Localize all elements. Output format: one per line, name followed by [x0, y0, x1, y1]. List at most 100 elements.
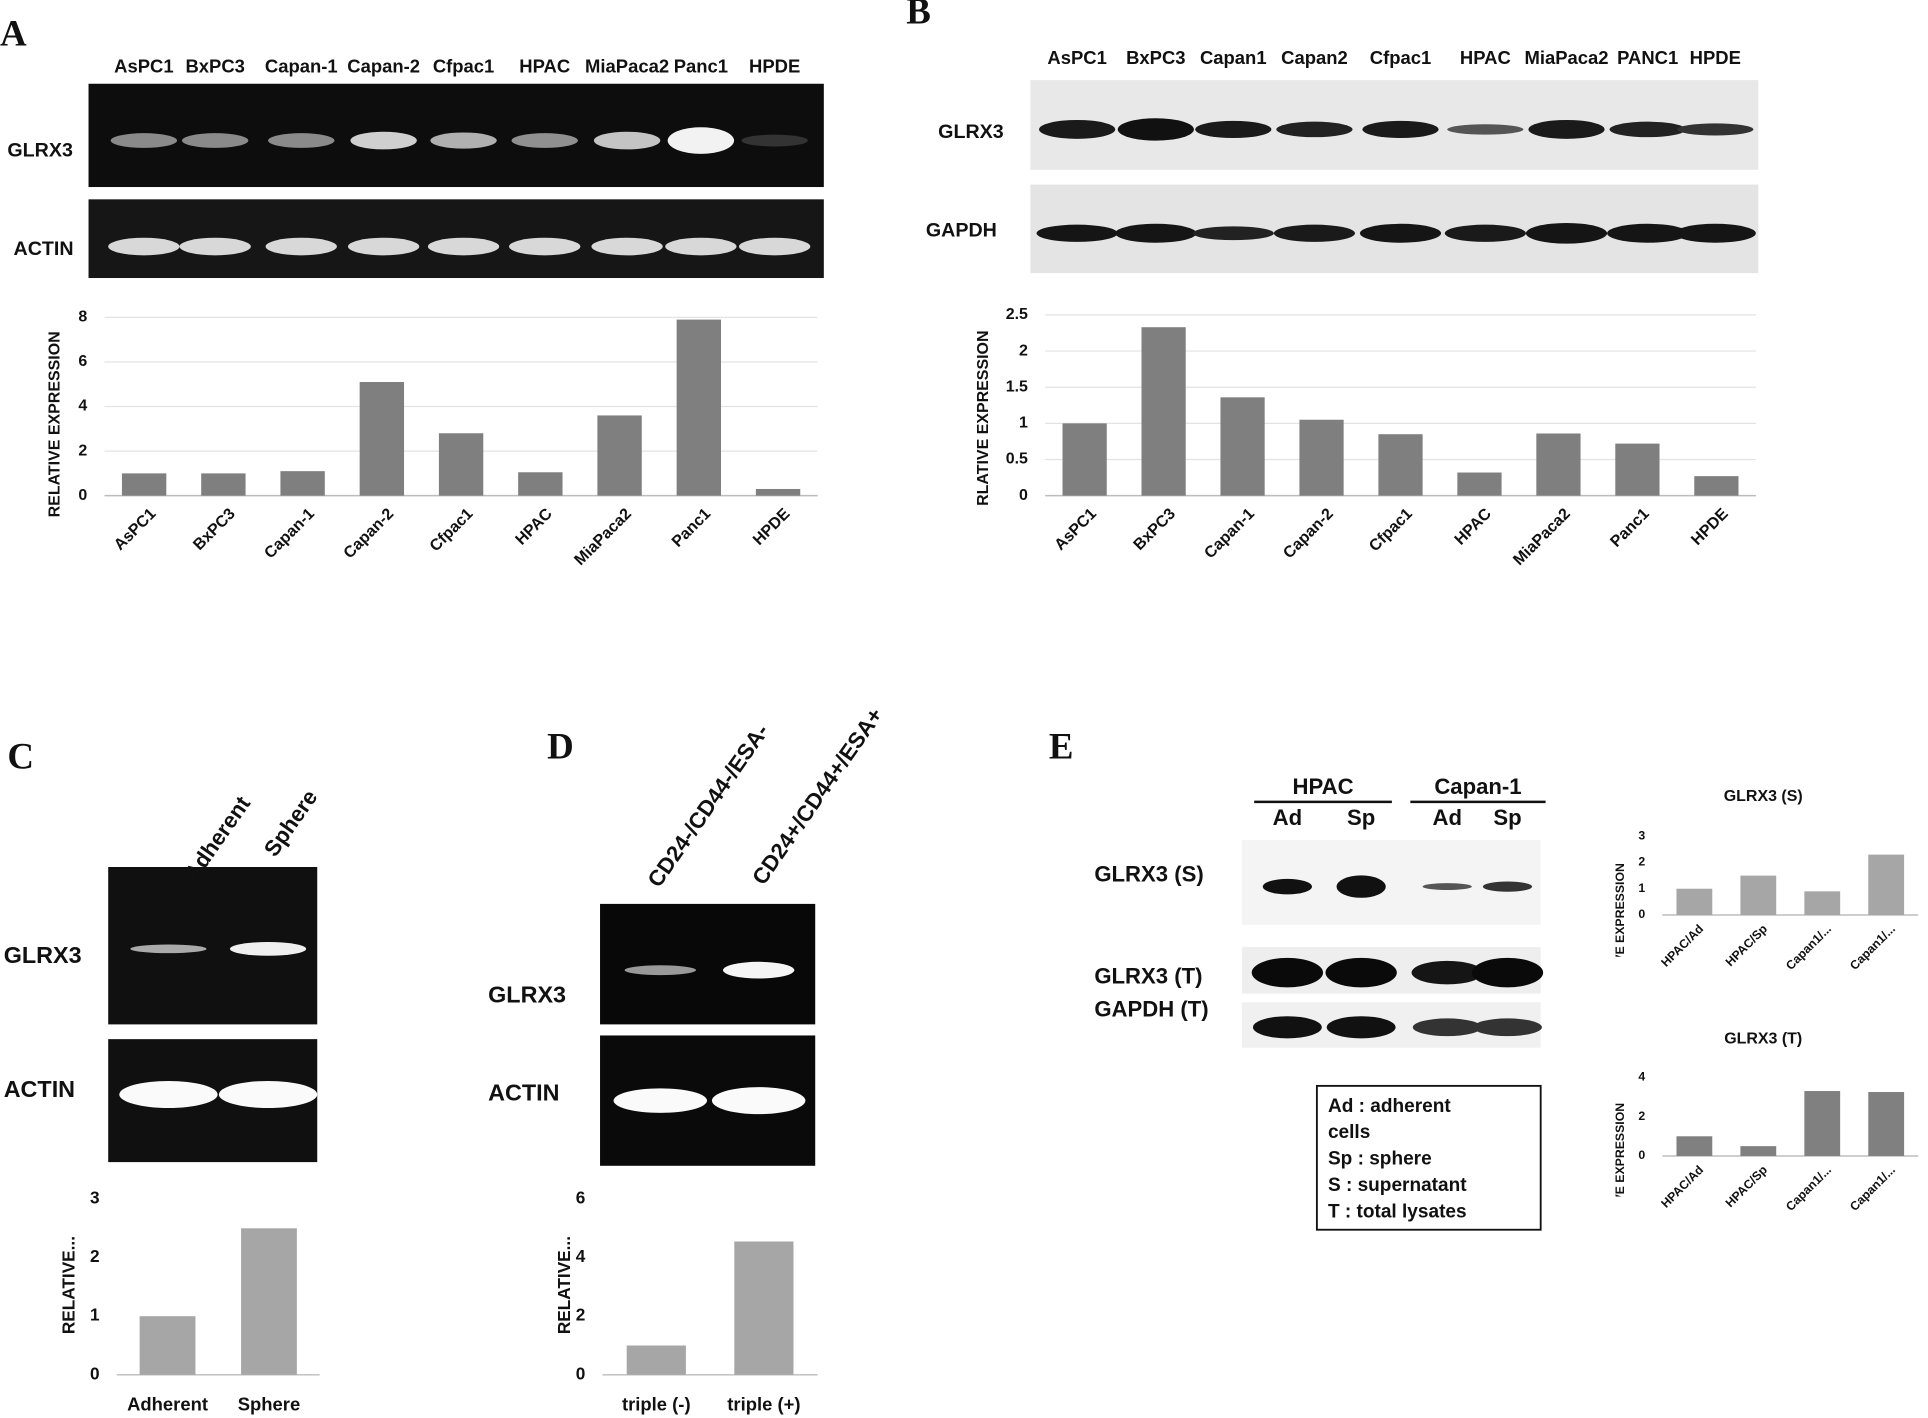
- label: 0: [1019, 487, 1028, 504]
- label: Capan-1: [1201, 505, 1258, 562]
- label: 4: [78, 398, 87, 415]
- band: [179, 237, 251, 256]
- label: BxPC3: [1126, 47, 1185, 68]
- label: Capan-1: [261, 505, 318, 562]
- label: 0: [78, 487, 87, 504]
- label: Capan-2: [347, 56, 420, 77]
- bar: [1694, 476, 1739, 496]
- band: [1336, 875, 1386, 898]
- label: MiaPaca2: [585, 56, 669, 77]
- label: 0.5: [1006, 451, 1028, 468]
- label: Capan1/...: [1847, 922, 1898, 973]
- label: BxPC3: [1131, 505, 1180, 554]
- label: 4: [576, 1246, 586, 1266]
- label: GLRX3: [4, 942, 82, 968]
- band: [665, 237, 737, 256]
- label: AsPC1: [1047, 47, 1106, 68]
- band: [511, 133, 578, 148]
- bar: [755, 488, 801, 496]
- label: AsPC1: [114, 56, 173, 77]
- bar: [1868, 854, 1905, 915]
- bar: [1676, 1136, 1713, 1156]
- label: HPAC/Ad: [1658, 1163, 1706, 1211]
- band: [427, 237, 500, 256]
- band: [130, 944, 207, 954]
- band: [110, 133, 178, 148]
- label: 6: [576, 1188, 586, 1208]
- band: [741, 134, 808, 147]
- label: PANC1: [1617, 47, 1678, 68]
- label: GLRX3 (S): [1094, 861, 1203, 886]
- label: 2: [1638, 1109, 1645, 1123]
- label: Cfpac1: [1370, 47, 1431, 68]
- label: Sphere: [238, 1393, 301, 1414]
- bar: [1457, 472, 1502, 496]
- label: 0: [576, 1363, 586, 1383]
- band: [1482, 881, 1533, 892]
- band: [350, 131, 417, 150]
- bar: [734, 1241, 794, 1375]
- bar: [597, 415, 642, 496]
- band: [593, 131, 661, 150]
- band: [1039, 119, 1116, 139]
- label: 1.5: [1006, 378, 1028, 395]
- label: Capan2: [1281, 47, 1348, 68]
- band: [667, 127, 735, 154]
- label: 2: [1019, 342, 1028, 359]
- label: AsPC1: [111, 505, 160, 554]
- label: RELATIVE...: [554, 1236, 574, 1334]
- label: Sphere: [259, 785, 323, 861]
- band: [229, 941, 307, 956]
- label: triple (+): [727, 1393, 800, 1414]
- label: ACTIN: [488, 1080, 559, 1106]
- band: [1528, 119, 1605, 139]
- bar: [241, 1228, 297, 1375]
- label: Panc1: [669, 505, 714, 550]
- panel-letter: A: [0, 12, 27, 53]
- bar: [1676, 888, 1713, 915]
- band: [265, 237, 337, 256]
- label: MiaPaca2: [1510, 505, 1574, 569]
- bar: [1141, 327, 1186, 496]
- label: 2: [78, 442, 87, 459]
- band: [591, 237, 663, 256]
- label: 0: [1638, 907, 1645, 921]
- label: GAPDH: [926, 220, 997, 242]
- label: 1: [1638, 881, 1645, 895]
- label: Ad: [1432, 805, 1462, 830]
- band: [723, 961, 795, 979]
- label: Sp : sphere: [1328, 1149, 1432, 1170]
- band: [1326, 1016, 1396, 1039]
- label: cells: [1328, 1122, 1370, 1143]
- bar: [201, 473, 246, 496]
- label: 0: [90, 1363, 100, 1383]
- band: [1444, 224, 1526, 242]
- band: [119, 1080, 218, 1109]
- bar: [1220, 397, 1265, 496]
- label: GLRX3 (T): [1094, 964, 1202, 989]
- label: Panc1: [1608, 505, 1653, 550]
- label: 3: [1638, 829, 1645, 843]
- band: [1251, 957, 1324, 988]
- label: Capan1/...: [1847, 1163, 1898, 1214]
- label: HPDE: [1690, 47, 1741, 68]
- label: RELATIVE EXPRESSION: [1613, 1103, 1627, 1246]
- label: HPAC: [513, 505, 557, 549]
- band: [1115, 223, 1197, 243]
- label: 1: [1019, 415, 1028, 432]
- label: HPAC: [1293, 774, 1354, 799]
- band: [1359, 223, 1442, 243]
- label: Cfpac1: [427, 505, 477, 555]
- bar: [1804, 1091, 1841, 1156]
- label: RELATIVE EXPRESSION: [1613, 863, 1627, 1006]
- bar: [359, 382, 405, 496]
- band: [1422, 883, 1472, 891]
- band: [218, 1080, 318, 1109]
- label: 4: [1638, 1070, 1645, 1084]
- label: 1: [90, 1305, 100, 1325]
- label: Sp: [1347, 805, 1375, 830]
- band: [1674, 223, 1756, 243]
- bar: [1536, 433, 1581, 496]
- band: [1412, 1018, 1482, 1037]
